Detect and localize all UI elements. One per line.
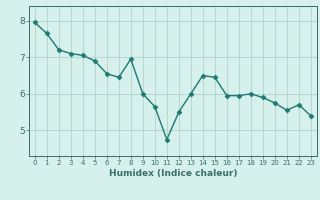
X-axis label: Humidex (Indice chaleur): Humidex (Indice chaleur) — [108, 169, 237, 178]
